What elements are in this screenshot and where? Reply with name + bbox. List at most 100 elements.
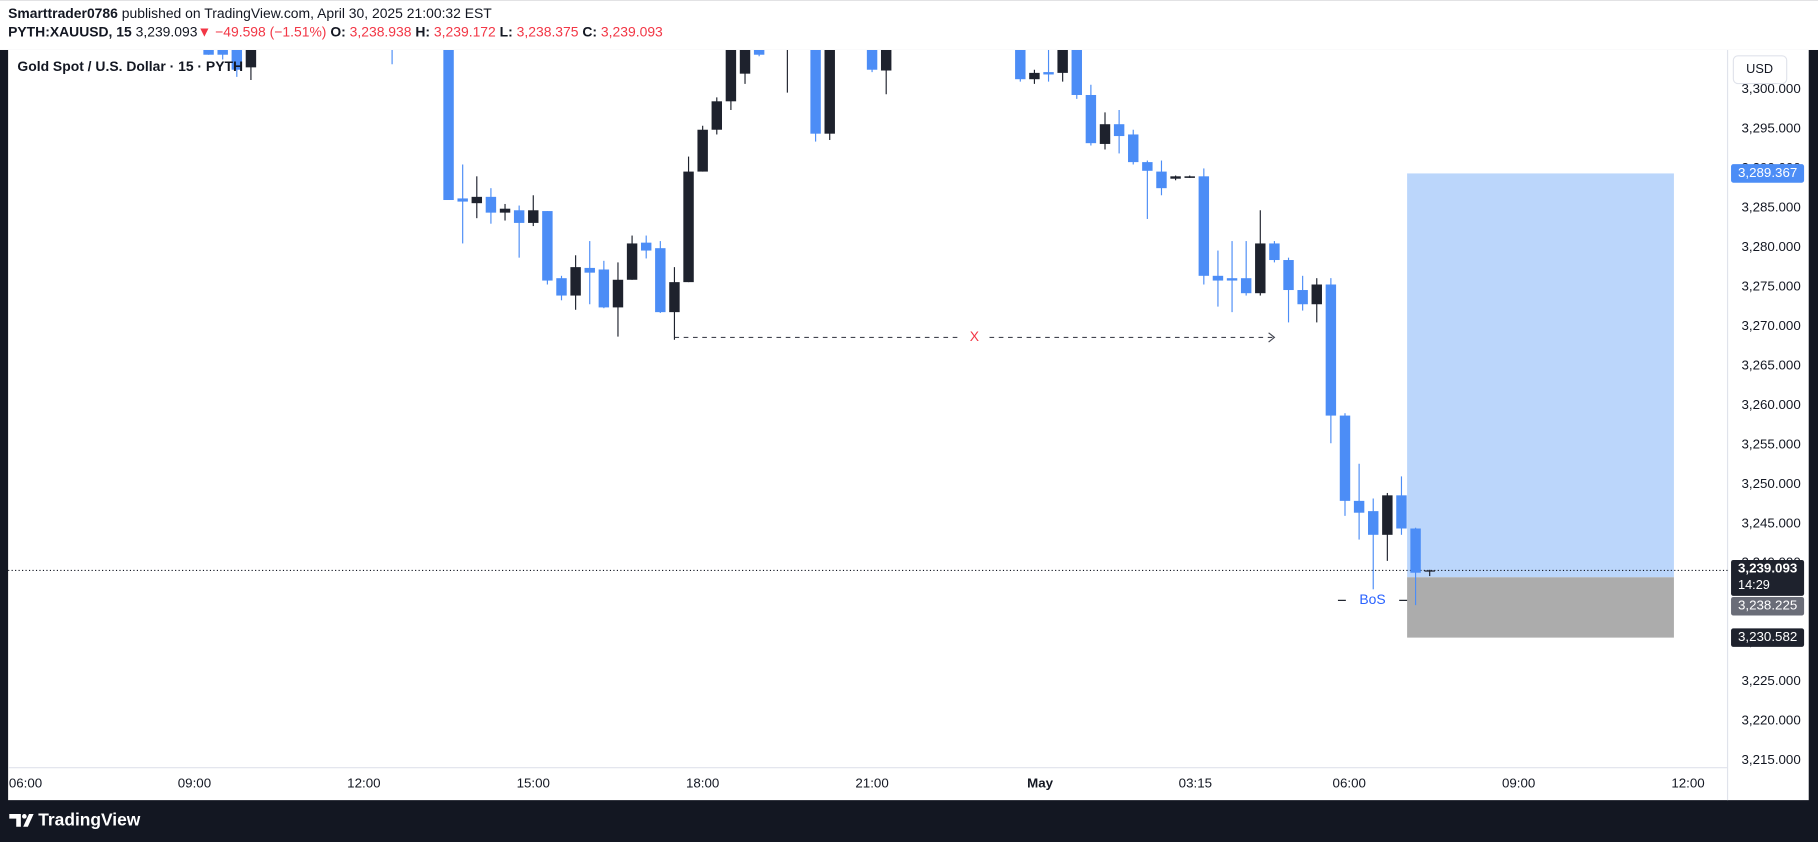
brand: TradingView bbox=[38, 810, 141, 830]
candle-body bbox=[1424, 570, 1435, 572]
header-segment: 3,239.172 bbox=[430, 23, 500, 39]
price-tag bbox=[1731, 596, 1805, 616]
currency[interactable]: USD bbox=[1746, 61, 1773, 76]
candle-body bbox=[1198, 176, 1210, 276]
price-tag-label: 3,289.367 bbox=[1738, 165, 1797, 180]
chart-title: Gold Spot / U.S. Dollar · 15 · PYTH bbox=[17, 58, 243, 74]
y-tick-label: 3,300.000 bbox=[1741, 81, 1800, 96]
header-segment: 3,238.938 bbox=[346, 23, 416, 39]
y-tick-label: 3,225.000 bbox=[1741, 673, 1800, 688]
x-tick-label: May bbox=[1027, 775, 1054, 790]
candle-body bbox=[1015, 49, 1026, 80]
currency-box[interactable] bbox=[1732, 55, 1788, 85]
candle-body bbox=[711, 101, 723, 130]
x-tick-label: 18:00 bbox=[686, 775, 719, 790]
x-tick-label: 12:00 bbox=[1671, 775, 1704, 790]
plot: X BoS bbox=[8, 49, 1728, 638]
y-tick-label: 3,285.000 bbox=[1741, 199, 1800, 214]
y-tick-label: 3,280.000 bbox=[1741, 239, 1800, 254]
candle-body bbox=[584, 267, 595, 273]
candle-body bbox=[725, 49, 737, 102]
x-tick-label: 09:00 bbox=[1502, 775, 1535, 790]
candle-body bbox=[1128, 134, 1139, 163]
candle-body bbox=[1283, 260, 1294, 291]
header-segment: 3,238.375 bbox=[513, 23, 583, 39]
profit-zone bbox=[1407, 173, 1674, 578]
candle-body bbox=[1184, 176, 1195, 178]
header-segment: PYTH:XAUUSD, 15 bbox=[8, 23, 136, 39]
published: published on TradingView.com, April 30, … bbox=[118, 5, 492, 21]
logo-mark bbox=[9, 814, 34, 827]
brand-logo bbox=[9, 814, 34, 827]
candle-body bbox=[471, 196, 483, 204]
y-tick-label: 3,255.000 bbox=[1741, 436, 1800, 451]
candle-body bbox=[810, 49, 821, 134]
header-segment: 3,239.093 bbox=[136, 23, 198, 39]
annotation-label: X bbox=[970, 328, 979, 344]
header-segment: L: bbox=[500, 23, 513, 39]
candle-body bbox=[1240, 278, 1252, 294]
x-tick-label: 15:00 bbox=[517, 775, 550, 790]
header-segment: ▼ −49.598 (−1.51%) bbox=[197, 23, 330, 39]
x-tick-label: 06:00 bbox=[1333, 775, 1366, 790]
candle-body bbox=[1353, 500, 1365, 513]
candle-body bbox=[1029, 72, 1040, 80]
candle-body bbox=[1043, 72, 1054, 75]
candle-body bbox=[1156, 171, 1167, 189]
candle-body bbox=[739, 49, 751, 74]
candle-body bbox=[1269, 243, 1280, 261]
y-tick-label: 3,245.000 bbox=[1741, 515, 1800, 530]
candle-body bbox=[217, 49, 228, 55]
last-price-tag bbox=[1731, 559, 1805, 596]
y-tick-label: 3,215.000 bbox=[1741, 752, 1800, 767]
candle-body bbox=[880, 49, 892, 71]
x-tick-label: 06:00 bbox=[9, 775, 42, 790]
last-price-label: 3,239.093 bbox=[1738, 561, 1797, 576]
header-segment: C: bbox=[582, 23, 597, 39]
candle-body bbox=[1071, 49, 1082, 95]
candle-body bbox=[598, 269, 610, 308]
candle-body bbox=[1297, 290, 1308, 305]
candle-body bbox=[1396, 495, 1407, 529]
header-bar bbox=[0, 0, 1818, 50]
candle-body bbox=[753, 49, 765, 55]
candle-body bbox=[683, 171, 694, 283]
candle-body bbox=[1226, 278, 1238, 281]
candle-body bbox=[1113, 124, 1125, 137]
loss-zone bbox=[1407, 577, 1674, 638]
candle-body bbox=[245, 49, 257, 68]
candle-body bbox=[1170, 176, 1181, 179]
candle-body bbox=[528, 210, 539, 223]
candle-body bbox=[542, 211, 553, 281]
candle-body bbox=[1099, 124, 1111, 144]
candle-body bbox=[1368, 511, 1379, 535]
x-tick-label: 03:15 bbox=[1179, 775, 1212, 790]
candle-body bbox=[1325, 284, 1337, 416]
candle-body bbox=[1255, 243, 1266, 294]
price-tag-label: 3,238.225 bbox=[1738, 598, 1797, 613]
y-tick-label: 3,260.000 bbox=[1741, 397, 1800, 412]
candle-body bbox=[485, 196, 497, 213]
candle-body bbox=[640, 242, 652, 251]
candle-body bbox=[570, 267, 581, 296]
price-tag-label: 3,230.582 bbox=[1738, 629, 1797, 644]
annotation-label: BoS bbox=[1359, 591, 1385, 607]
arrow-head bbox=[1268, 332, 1276, 343]
x-tick-label: 21:00 bbox=[855, 775, 888, 790]
header-segment: 3,239.093 bbox=[597, 23, 663, 39]
y-tick-label: 3,265.000 bbox=[1741, 357, 1800, 372]
header-line2: PYTH:XAUUSD, 15 3,239.093▼ −49.598 (−1.5… bbox=[8, 23, 663, 39]
candle-body bbox=[824, 49, 835, 134]
candle-body bbox=[866, 49, 878, 70]
candle-body bbox=[556, 278, 567, 296]
candle-body bbox=[457, 198, 468, 202]
candle-body bbox=[1085, 94, 1097, 144]
logo-dot bbox=[22, 814, 27, 819]
candle-body bbox=[1382, 495, 1393, 535]
candle-body bbox=[443, 49, 454, 201]
candle-body bbox=[1142, 162, 1153, 171]
candle-body bbox=[1339, 415, 1351, 501]
candle-body bbox=[499, 208, 511, 213]
candle-body bbox=[1057, 49, 1068, 73]
